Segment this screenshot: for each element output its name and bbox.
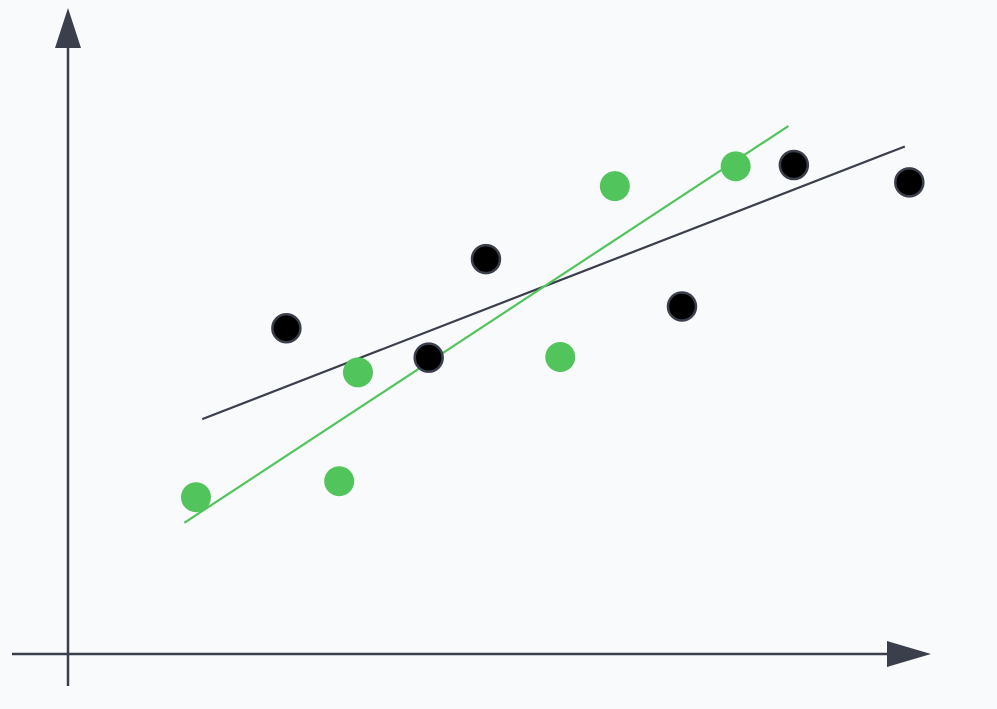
- series-a-point: [413, 342, 444, 373]
- series-b-point: [599, 171, 630, 202]
- series-b-trendline: [183, 125, 790, 524]
- series-a-trendline: [201, 145, 906, 421]
- series-a-point: [894, 167, 925, 198]
- axes: [12, 8, 931, 686]
- series-a-point: [778, 149, 810, 181]
- y-axis-arrow-icon: [55, 8, 81, 48]
- series-a-point: [271, 312, 302, 344]
- series-b-point: [180, 482, 211, 513]
- trendlines: [183, 125, 906, 524]
- series-a-point: [666, 291, 698, 322]
- data-points: [180, 149, 925, 513]
- x-axis-arrow-icon: [887, 641, 931, 667]
- series-b-point: [545, 342, 576, 373]
- series-a-point: [470, 243, 502, 275]
- series-b-point: [720, 151, 751, 182]
- series-b-point: [324, 466, 355, 497]
- series-b-point: [342, 357, 373, 388]
